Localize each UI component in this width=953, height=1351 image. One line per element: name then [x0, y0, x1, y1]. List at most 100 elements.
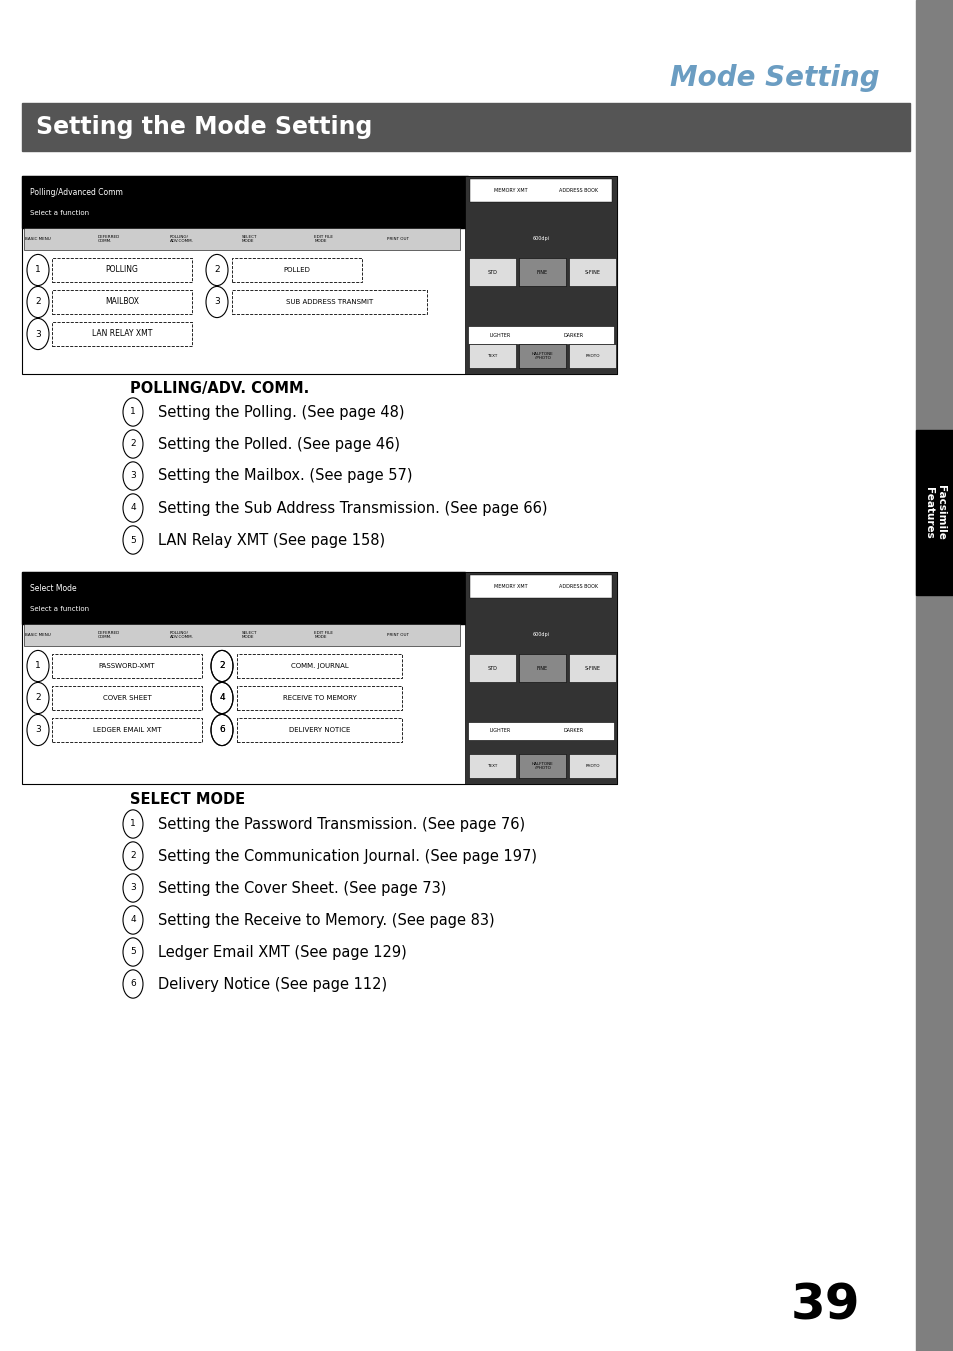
Text: SUB ADDRESS TRANSMIT: SUB ADDRESS TRANSMIT [286, 299, 373, 305]
Text: Setting the Polling. (See page 48): Setting the Polling. (See page 48) [158, 404, 404, 420]
Text: 6: 6 [219, 725, 225, 735]
Text: MAILBOX: MAILBOX [105, 297, 139, 307]
Text: LAN Relay XMT (See page 158): LAN Relay XMT (See page 158) [158, 532, 385, 547]
Text: 3: 3 [35, 330, 41, 339]
Text: POLLING/ADV. COMM.: POLLING/ADV. COMM. [130, 381, 309, 396]
Circle shape [211, 650, 233, 681]
Text: SELECT
MODE: SELECT MODE [242, 631, 257, 639]
Text: Setting the Sub Address Transmission. (See page 66): Setting the Sub Address Transmission. (S… [158, 500, 547, 516]
Text: PRINT OUT: PRINT OUT [386, 236, 408, 240]
Bar [464, 176, 617, 374]
Circle shape [206, 286, 228, 317]
Text: 5: 5 [130, 947, 135, 957]
Text: PRINT OUT: PRINT OUT [386, 634, 408, 638]
Bar [236, 717, 401, 742]
Bar [568, 654, 616, 682]
Bar [236, 686, 401, 711]
Circle shape [27, 650, 49, 681]
Text: 4: 4 [219, 693, 225, 703]
Circle shape [211, 715, 233, 746]
Text: POLLING/
ADV.COMM.: POLLING/ ADV.COMM. [170, 631, 193, 639]
Text: Select a function: Select a function [30, 211, 89, 216]
Bar [52, 322, 192, 346]
Text: 39: 39 [789, 1281, 859, 1329]
Circle shape [27, 682, 49, 713]
Text: TEXT: TEXT [487, 765, 497, 767]
Bar [468, 721, 614, 740]
Bar [52, 654, 202, 678]
Text: Setting the Mailbox. (See page 57): Setting the Mailbox. (See page 57) [158, 469, 412, 484]
Bar [469, 258, 516, 286]
Text: Setting the Cover Sheet. (See page 73): Setting the Cover Sheet. (See page 73) [158, 881, 446, 896]
Text: BASIC MENU: BASIC MENU [25, 634, 51, 638]
Bar [518, 654, 565, 682]
Circle shape [123, 938, 143, 966]
Text: 2: 2 [214, 266, 219, 274]
Text: STD: STD [487, 666, 497, 670]
Text: DARKER: DARKER [562, 332, 582, 338]
Bar [22, 571, 617, 784]
Text: DARKER: DARKER [562, 728, 582, 734]
Text: 2: 2 [219, 662, 225, 670]
Bar [469, 345, 516, 367]
Text: DEFERRED
COMM.: DEFERRED COMM. [97, 235, 119, 243]
Text: Setting the Communication Journal. (See page 197): Setting the Communication Journal. (See … [158, 848, 537, 863]
Text: TEXT: TEXT [487, 354, 497, 358]
Bar [24, 624, 459, 646]
Text: SELECT
MODE: SELECT MODE [242, 235, 257, 243]
Bar [518, 754, 565, 778]
Bar [469, 754, 516, 778]
Text: 3: 3 [213, 297, 219, 307]
Text: LIGHTER: LIGHTER [489, 728, 510, 734]
Circle shape [27, 319, 49, 350]
Text: S-FINE: S-FINE [584, 666, 599, 670]
Text: Delivery Notice (See page 112): Delivery Notice (See page 112) [158, 977, 387, 992]
Text: ADDRESS BOOK: ADDRESS BOOK [558, 188, 598, 193]
Text: MEMORY XMT: MEMORY XMT [494, 584, 527, 589]
Circle shape [211, 682, 233, 713]
Text: 2: 2 [130, 439, 135, 449]
Text: POLLING/
ADV.COMM.: POLLING/ ADV.COMM. [170, 235, 193, 243]
Bar [568, 345, 616, 367]
Bar [52, 258, 192, 282]
Bar [518, 345, 565, 367]
Bar [468, 326, 614, 345]
Text: 5: 5 [130, 535, 135, 544]
Text: Select a function: Select a function [30, 607, 89, 612]
Circle shape [27, 286, 49, 317]
Bar [915, 0, 953, 1351]
Text: STD: STD [487, 269, 497, 274]
Circle shape [211, 682, 233, 713]
Bar [469, 654, 516, 682]
Circle shape [27, 715, 49, 746]
Text: 1: 1 [35, 266, 41, 274]
Text: 2: 2 [219, 662, 225, 670]
Bar [232, 290, 427, 313]
Circle shape [123, 842, 143, 870]
Bar [469, 178, 612, 203]
Text: EDIT FILE
MODE: EDIT FILE MODE [314, 235, 333, 243]
Bar [236, 654, 401, 678]
Text: S-FINE: S-FINE [584, 269, 599, 274]
Text: FINE: FINE [537, 666, 547, 670]
Text: LAN RELAY XMT: LAN RELAY XMT [91, 330, 152, 339]
Circle shape [211, 650, 233, 681]
Bar [469, 574, 612, 598]
Text: EDIT FILE
MODE: EDIT FILE MODE [314, 631, 333, 639]
Text: 600dpi: 600dpi [532, 632, 549, 638]
Bar [568, 258, 616, 286]
Text: LEDGER EMAIL XMT: LEDGER EMAIL XMT [92, 727, 161, 734]
Text: 1: 1 [130, 408, 135, 416]
Text: 2: 2 [35, 297, 41, 307]
Text: Ledger Email XMT (See page 129): Ledger Email XMT (See page 129) [158, 944, 406, 959]
Bar [22, 103, 909, 151]
Text: PASSWORD-XMT: PASSWORD-XMT [99, 663, 155, 669]
Text: Setting the Password Transmission. (See page 76): Setting the Password Transmission. (See … [158, 816, 524, 831]
Text: LIGHTER: LIGHTER [489, 332, 510, 338]
Text: Select Mode: Select Mode [30, 584, 76, 593]
Text: 1: 1 [35, 662, 41, 670]
Circle shape [123, 397, 143, 426]
Text: HALFTONE
/PHOTO: HALFTONE /PHOTO [531, 351, 553, 361]
Text: 3: 3 [130, 471, 135, 481]
Text: 6: 6 [219, 725, 225, 735]
